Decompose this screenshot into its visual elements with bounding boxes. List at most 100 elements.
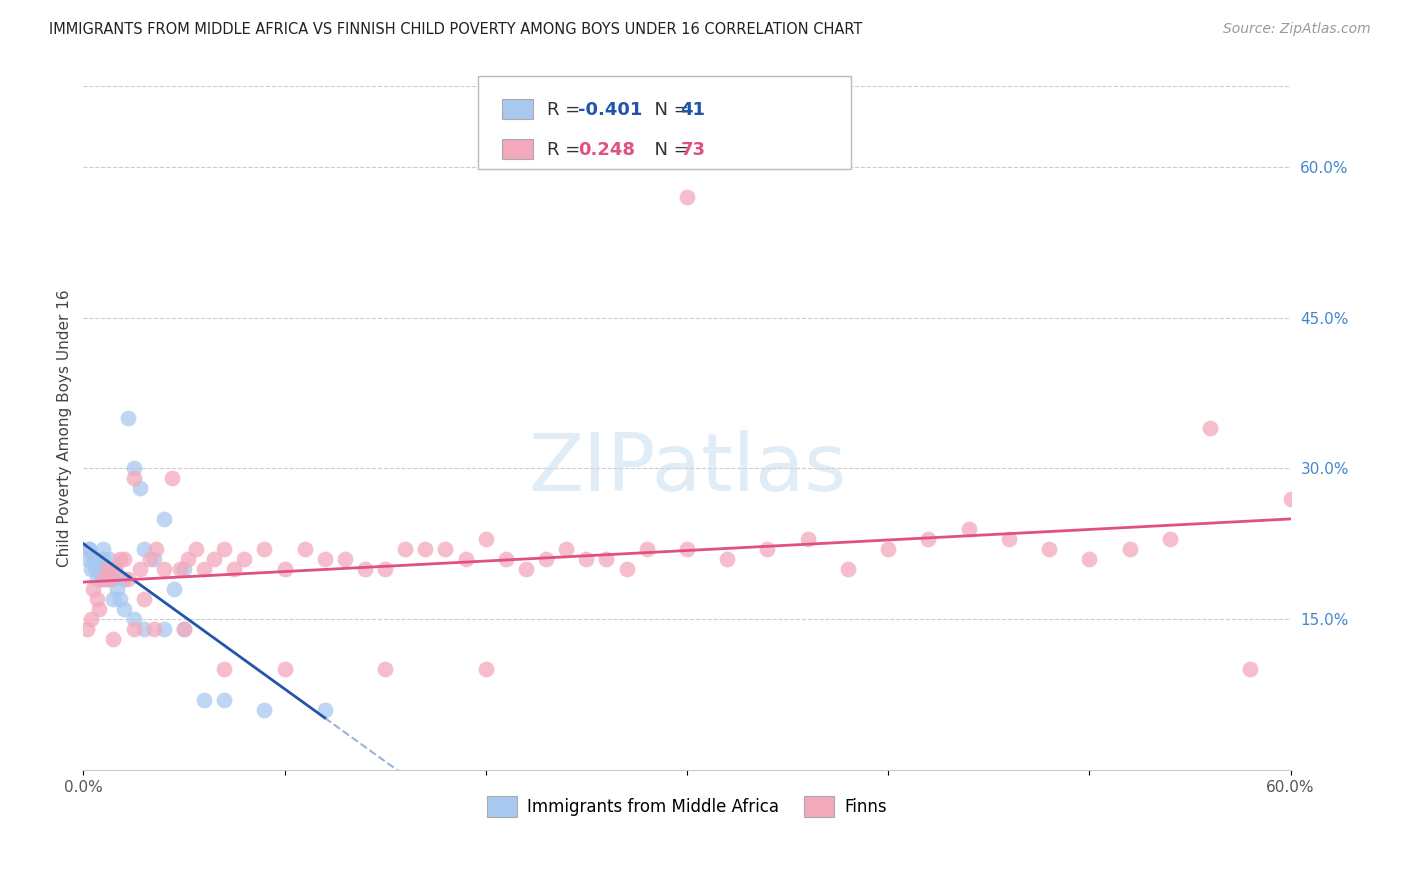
Point: [415, 541, 437, 556]
Point: [98, 552, 121, 566]
Point: [112, 602, 135, 616]
Point: [716, 552, 738, 566]
Point: [193, 692, 215, 706]
Point: [96, 572, 118, 586]
Text: 0.248: 0.248: [578, 141, 636, 159]
Point: [575, 552, 598, 566]
Point: [122, 622, 145, 636]
Point: [132, 592, 155, 607]
Text: 73: 73: [681, 141, 706, 159]
Point: [100, 562, 122, 576]
Point: [253, 703, 276, 717]
Point: [93, 572, 115, 586]
Point: [104, 562, 127, 576]
Point: [103, 572, 125, 586]
Point: [212, 663, 235, 677]
Point: [160, 471, 183, 485]
Point: [474, 663, 496, 677]
Point: [142, 622, 165, 636]
Point: [108, 552, 131, 566]
Point: [89, 562, 111, 576]
Text: ZIPatlas: ZIPatlas: [527, 430, 846, 508]
Point: [837, 562, 859, 576]
Point: [128, 562, 150, 576]
Point: [253, 541, 276, 556]
Point: [756, 541, 779, 556]
Point: [84, 552, 107, 566]
Point: [107, 582, 129, 596]
Point: [96, 562, 118, 576]
Point: [93, 552, 115, 566]
Point: [152, 622, 174, 636]
Point: [76, 622, 98, 636]
Point: [177, 552, 200, 566]
Point: [82, 582, 104, 596]
Point: [128, 482, 150, 496]
Point: [122, 612, 145, 626]
Point: [184, 541, 207, 556]
Point: [100, 572, 122, 586]
Point: [173, 622, 195, 636]
Point: [89, 562, 111, 576]
Text: R =: R =: [547, 141, 592, 159]
Text: N =: N =: [643, 101, 695, 119]
Point: [103, 632, 125, 647]
Point: [173, 562, 195, 576]
Point: [132, 541, 155, 556]
Point: [86, 572, 108, 586]
Point: [79, 541, 101, 556]
Point: [957, 522, 980, 536]
Point: [877, 541, 900, 556]
Point: [90, 572, 112, 586]
Point: [1038, 541, 1060, 556]
Point: [145, 541, 167, 556]
Point: [454, 552, 477, 566]
Point: [595, 552, 617, 566]
Point: [122, 471, 145, 485]
Text: 41: 41: [681, 101, 706, 119]
Text: IMMIGRANTS FROM MIDDLE AFRICA VS FINNISH CHILD POVERTY AMONG BOYS UNDER 16 CORRE: IMMIGRANTS FROM MIDDLE AFRICA VS FINNISH…: [49, 22, 863, 37]
Point: [117, 572, 139, 586]
Point: [434, 541, 457, 556]
Point: [103, 592, 125, 607]
Point: [86, 592, 108, 607]
Point: [79, 541, 101, 556]
Point: [333, 552, 356, 566]
Point: [374, 663, 396, 677]
Point: [917, 532, 939, 546]
Point: [212, 692, 235, 706]
Point: [1078, 552, 1101, 566]
Point: [94, 562, 117, 576]
Point: [555, 541, 578, 556]
Point: [676, 541, 699, 556]
Point: [82, 552, 104, 566]
Point: [212, 541, 235, 556]
Point: [1199, 421, 1222, 435]
Point: [233, 552, 256, 566]
Y-axis label: Child Poverty Among Boys Under 16: Child Poverty Among Boys Under 16: [58, 289, 72, 567]
Point: [80, 562, 103, 576]
Point: [112, 572, 135, 586]
Point: [93, 541, 115, 556]
Point: [142, 552, 165, 566]
Point: [104, 562, 127, 576]
Point: [314, 552, 336, 566]
Point: [112, 552, 135, 566]
Point: [1159, 532, 1181, 546]
Point: [152, 562, 174, 576]
Point: [314, 703, 336, 717]
Point: [796, 532, 818, 546]
Point: [636, 541, 658, 556]
Point: [474, 532, 496, 546]
Point: [108, 592, 131, 607]
Text: R =: R =: [547, 101, 586, 119]
Point: [1239, 663, 1261, 677]
Point: [1118, 541, 1140, 556]
Point: [224, 562, 246, 576]
Point: [96, 572, 118, 586]
Point: [117, 411, 139, 425]
Point: [132, 622, 155, 636]
Point: [122, 461, 145, 475]
Point: [515, 562, 537, 576]
Point: [80, 612, 103, 626]
